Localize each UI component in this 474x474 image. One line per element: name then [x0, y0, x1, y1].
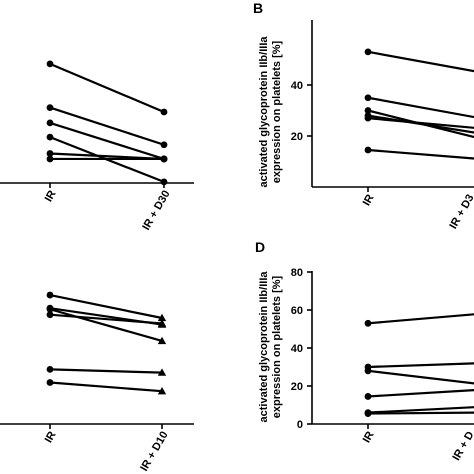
y-axis-label-b-line-2: expression on platelets [%] [271, 40, 283, 183]
series-line-a-3 [49, 121, 165, 161]
data-point-a-5-1 [46, 150, 54, 157]
data-point-c-1-1 [46, 291, 54, 299]
panel-letter-b: B [253, 0, 263, 16]
data-point-a-1-1 [46, 60, 54, 68]
series-line-a-2 [49, 106, 165, 146]
series-line-d-3 [367, 369, 474, 385]
plot-area-b [364, 48, 474, 160]
plot-area-d [364, 313, 474, 417]
data-point-a-2-1 [46, 104, 54, 111]
y-tick-label-d-80: 80 [291, 267, 303, 279]
data-point-b-6-1 [364, 146, 372, 154]
panel-letter-d: D [255, 239, 265, 255]
x-category-label-d-1: IR [361, 429, 377, 445]
series-line-d-4 [367, 389, 474, 398]
series-line-d-2 [367, 362, 474, 369]
series-line-b-5 [367, 117, 474, 129]
x-category-label-a-1: IR [43, 188, 59, 204]
data-point-c-1-2 [157, 313, 167, 322]
series-line-d-5 [367, 406, 474, 414]
y-tick-label-d-60: 60 [291, 305, 303, 317]
series-line-b-4 [367, 114, 474, 134]
series-line-a-1 [49, 62, 165, 113]
data-point-a-4-1 [46, 133, 54, 141]
data-point-a-1-2 [160, 108, 168, 116]
x-category-label-c-2: IR + D10 [138, 430, 170, 474]
x-category-label-c-1: IR [43, 429, 59, 445]
series-line-d-6 [367, 411, 474, 415]
data-point-c-6-1 [46, 379, 54, 386]
plot-area-a [46, 60, 168, 186]
series-line-c-4 [49, 313, 163, 325]
data-point-c-6-2 [157, 387, 167, 395]
series-line-c-3 [49, 308, 163, 343]
data-point-d-6-1 [364, 410, 372, 417]
data-point-c-5-2 [157, 368, 167, 376]
series-line-c-1 [49, 293, 163, 320]
data-point-c-3-2 [157, 336, 167, 345]
series-line-b-2 [367, 96, 474, 119]
data-point-d-3-1 [364, 367, 372, 375]
data-point-a-3-1 [46, 119, 54, 127]
data-point-a-6-2 [160, 155, 168, 163]
data-point-c-4-2 [157, 319, 167, 327]
y-axis-label-d-line-1: activated glycoprotein IIb/IIIa [258, 271, 270, 423]
y-axis-label-d-line-2: expression on platelets [%] [271, 275, 283, 418]
data-point-a-2-2 [160, 141, 168, 149]
panel-b: B activated glycoprotein IIb/IIIa expres… [253, 0, 474, 231]
data-point-a-6-1 [46, 155, 54, 163]
panel-c: IR IR + D10 [0, 291, 194, 474]
data-point-c-4-1 [46, 311, 54, 319]
series-line-b-1 [367, 50, 474, 73]
series-line-d-1 [367, 313, 474, 325]
plot-area-c [46, 291, 167, 395]
series-line-c-6 [49, 381, 163, 393]
data-point-a-4-2 [160, 178, 168, 186]
x-category-label-b-2: IR + D3 [447, 193, 474, 232]
x-category-label-d-2: IR + D [450, 429, 474, 462]
data-point-d-1-1 [364, 319, 372, 327]
panel-a: IR IR + D30 [0, 60, 194, 232]
data-point-d-4-1 [364, 393, 372, 400]
x-category-label-a-2: IR + D30 [140, 189, 172, 233]
data-point-b-1-1 [364, 48, 372, 56]
data-point-c-5-1 [46, 365, 54, 373]
data-point-c-3-1 [46, 305, 54, 313]
series-line-b-6 [367, 148, 474, 160]
y-tick-label-b-40: 40 [291, 80, 303, 92]
y-tick-label-d-40: 40 [291, 343, 303, 355]
data-point-b-2-1 [364, 94, 372, 102]
panel-d: D activated glycoprotein IIb/IIIa expres… [255, 239, 474, 463]
series-line-c-5 [49, 368, 163, 374]
data-point-b-3-1 [364, 107, 372, 114]
y-axis-label-b-line-1: activated glycoprotein IIb/IIIa [258, 36, 270, 188]
y-tick-label-d-20: 20 [291, 381, 303, 393]
y-tick-label-b-20: 20 [291, 131, 303, 143]
data-point-b-5-1 [364, 114, 372, 122]
x-category-label-b-1: IR [361, 192, 377, 208]
y-tick-label-d-0: 0 [297, 419, 303, 431]
